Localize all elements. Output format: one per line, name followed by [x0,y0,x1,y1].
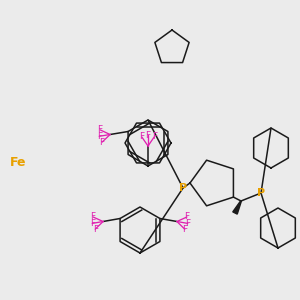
Text: F: F [91,212,96,221]
Text: F: F [152,132,157,141]
Text: F: F [182,225,187,234]
Text: Fe: Fe [10,155,26,169]
Text: F: F [139,132,144,141]
Text: F: F [146,130,151,140]
Text: F: F [93,225,98,234]
Text: F: F [90,219,95,228]
Text: F: F [184,212,190,221]
Text: F: F [100,138,105,147]
Text: F: F [98,125,103,134]
Text: P: P [257,188,265,198]
Text: F: F [185,219,190,228]
Text: P: P [179,183,187,193]
Text: F: F [97,132,102,141]
Polygon shape [233,201,242,214]
